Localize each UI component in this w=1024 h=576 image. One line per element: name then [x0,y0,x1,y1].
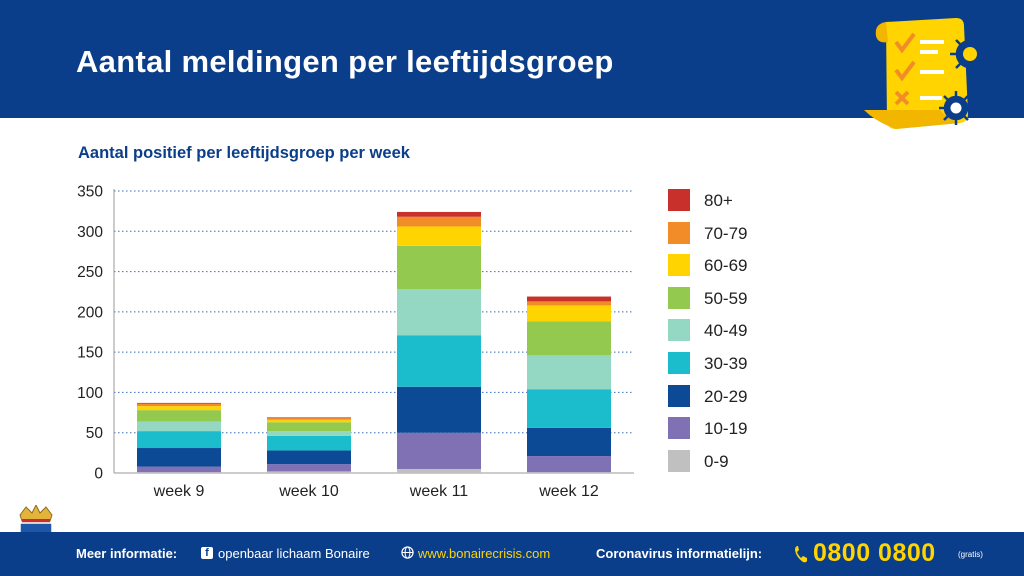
legend-swatch [668,189,690,211]
legend-swatch [668,286,690,309]
legend-swatch [668,352,690,374]
legend-label: 50-59 [704,288,748,308]
bar-segment-20-29 [397,386,481,433]
bar-segment-40-49 [267,431,351,436]
x-tick-label: week 9 [153,483,205,500]
bar-segment-10-19 [527,456,611,473]
bar-segment-40-49 [137,421,221,432]
bar-segment-50-59 [137,410,221,422]
bar-segment-20-29 [527,427,611,457]
bar-segment-70-79 [267,418,351,420]
legend-swatch [668,417,690,440]
bar-segment-10-19 [137,466,221,473]
bar-segment-30-39 [137,431,221,449]
bar-segment-0-9 [137,472,221,473]
y-tick-label: 250 [77,264,103,281]
bar-segment-40-49 [397,289,481,336]
y-tick-label: 200 [77,304,103,321]
page-title: Aantal meldingen per leeftijdsgroep [76,44,614,79]
bar-segment-80+ [527,296,611,302]
meer-informatie-label: Meer informatie: [76,546,178,561]
bar-segment-0-9 [527,472,611,473]
chart-title: Aantal positief per leeftijdsgroep per w… [78,144,410,162]
legend-label: 60-69 [704,256,748,276]
legend-swatch [668,221,690,244]
bar-segment-30-39 [397,335,481,387]
bar-segment-50-59 [527,321,611,356]
bar-segment-30-39 [527,389,611,428]
legend-item: 0-9 [668,449,818,476]
y-tick-label: 300 [77,224,103,241]
bar-segment-30-39 [267,435,351,451]
footer-bar: Meer informatie: f openbaar lichaam Bona… [0,532,1024,576]
bar-segment-40-49 [527,355,611,390]
checklist-virus-icon [864,18,990,129]
bar-segment-50-59 [267,422,351,432]
globe-icon [401,546,414,559]
header-bar: Aantal meldingen per leeftijdsgroep [0,0,1024,129]
legend-label: 10-19 [704,419,748,439]
bar-segment-20-29 [267,450,351,465]
corona-info-label: Coronavirus informatielijn: [596,546,763,561]
facebook-icon[interactable]: f [201,547,213,559]
bar-segment-80+ [397,211,481,217]
legend-label: 40-49 [704,321,748,341]
bar-segment-60-69 [397,226,481,246]
legend-label: 0-9 [704,451,729,471]
x-tick-label: week 10 [278,483,339,500]
y-tick-label: 100 [77,385,103,402]
bar-segment-60-69 [527,305,611,322]
legend-item: 40-49 [668,319,818,345]
legend-label: 70-79 [704,223,748,243]
phone-number[interactable]: 0800 0800 [813,539,936,567]
y-tick-label: 150 [77,345,103,362]
bar-segment-70-79 [397,216,481,227]
legend-label: 30-39 [704,354,748,373]
legend-item: 50-59 [668,286,818,313]
bar-segment-60-69 [137,406,221,411]
y-tick-label: 350 [77,184,103,201]
gratis-note: (gratis) [958,550,983,559]
legend-label: 20-29 [704,386,748,406]
legend-swatch [668,319,690,342]
bar-segment-60-69 [267,419,351,423]
y-tick-label: 0 [94,466,103,483]
legend-item: 30-39 [668,352,818,378]
x-tick-label: week 12 [538,483,599,500]
legend-swatch [668,384,690,407]
legend-item: 80+ [668,189,818,215]
bar-segment-70-79 [527,301,611,306]
bar-segment-0-9 [267,471,351,473]
bar-segment-50-59 [397,245,481,290]
bar-segment-20-29 [137,448,221,467]
legend-label: 80+ [704,191,733,210]
bar-segment-10-19 [397,432,481,469]
bar-segment-80+ [137,402,221,404]
x-tick-label: week 11 [409,483,469,500]
bar-segment-80+ [267,417,351,419]
legend-swatch [668,449,690,472]
bar-segment-70-79 [137,403,221,407]
y-tick-label: 50 [86,425,104,442]
legend-item: 70-79 [668,221,818,248]
legend-item: 20-29 [668,384,818,411]
facebook-link[interactable]: openbaar lichaam Bonaire [218,546,370,561]
phone-icon [795,546,807,563]
bar-segment-0-9 [397,468,481,473]
legend-item: 60-69 [668,254,818,280]
bar-segment-10-19 [267,464,351,472]
legend-swatch [668,254,690,277]
legend-item: 10-19 [668,417,818,443]
website-link[interactable]: www.bonairecrisis.com [418,546,551,561]
